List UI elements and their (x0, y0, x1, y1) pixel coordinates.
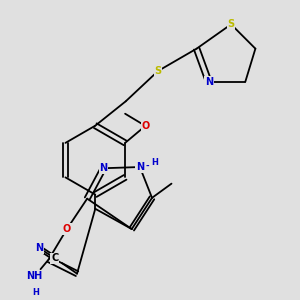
Text: O: O (141, 121, 149, 131)
Text: C: C (51, 253, 59, 263)
Text: S: S (154, 66, 162, 76)
Text: H: H (151, 158, 158, 167)
Text: N: N (99, 163, 107, 173)
Text: N: N (35, 243, 44, 253)
Text: N: N (205, 77, 213, 87)
Text: NH: NH (26, 272, 43, 281)
Text: N: N (136, 162, 144, 172)
Text: S: S (227, 19, 235, 29)
Text: H: H (32, 288, 39, 297)
Text: O: O (63, 224, 71, 234)
Text: -: - (146, 162, 150, 171)
